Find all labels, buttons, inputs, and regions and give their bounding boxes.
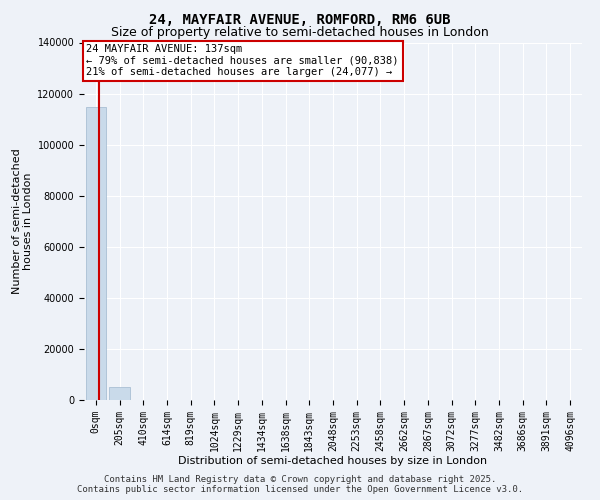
Text: 24 MAYFAIR AVENUE: 137sqm
← 79% of semi-detached houses are smaller (90,838)
21%: 24 MAYFAIR AVENUE: 137sqm ← 79% of semi-… (86, 44, 399, 78)
Text: 24, MAYFAIR AVENUE, ROMFORD, RM6 6UB: 24, MAYFAIR AVENUE, ROMFORD, RM6 6UB (149, 12, 451, 26)
Text: Contains HM Land Registry data © Crown copyright and database right 2025.
Contai: Contains HM Land Registry data © Crown c… (77, 474, 523, 494)
Y-axis label: Number of semi-detached
houses in London: Number of semi-detached houses in London (11, 148, 33, 294)
Text: Size of property relative to semi-detached houses in London: Size of property relative to semi-detach… (111, 26, 489, 39)
Bar (86, 106, 106, 400)
Bar (109, 386, 130, 400)
X-axis label: Distribution of semi-detached houses by size in London: Distribution of semi-detached houses by … (178, 456, 488, 466)
